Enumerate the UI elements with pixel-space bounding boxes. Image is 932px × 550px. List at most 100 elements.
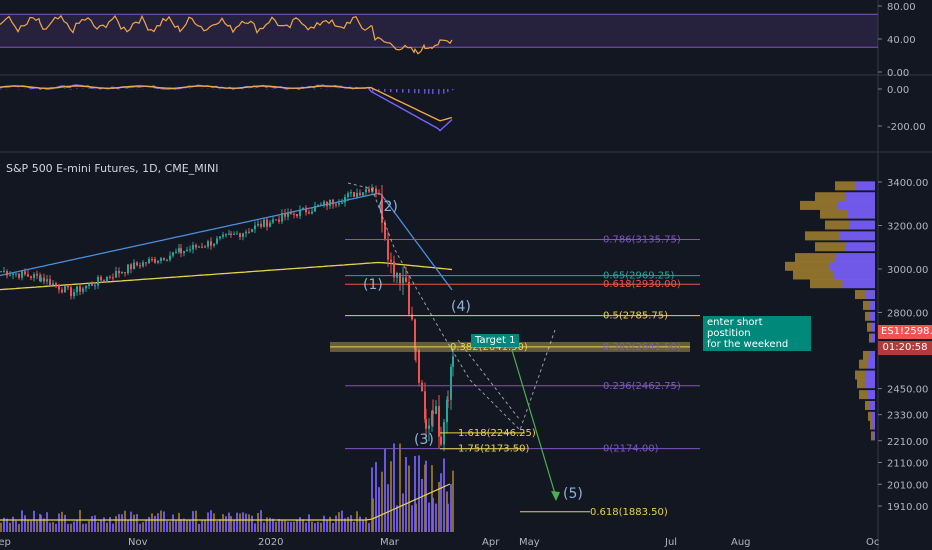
x-axis-label: Aug: [731, 537, 751, 548]
macd-histogram-bar: [30, 89, 32, 90]
candle-body: [127, 264, 129, 274]
volume-bar: [97, 522, 99, 532]
candle-body: [58, 285, 60, 290]
candle-body: [375, 188, 377, 194]
macd-histogram-bar: [378, 89, 380, 92]
candle-body: [169, 255, 171, 260]
candle-body: [387, 238, 389, 260]
candle-body: [242, 233, 244, 238]
candle-body: [281, 212, 283, 222]
candle-body: [124, 272, 126, 274]
price-tick-label: 2330.00: [887, 411, 928, 422]
volume-profile-bar: [868, 411, 872, 421]
candle-body: [446, 399, 448, 423]
sma-50-line: [0, 192, 453, 291]
candle-body: [293, 213, 295, 215]
candle-body: [139, 265, 141, 267]
volume-bar: [216, 521, 218, 532]
sma-200-line: [0, 261, 453, 291]
candle-body: [341, 202, 343, 204]
volume-bar: [178, 512, 180, 532]
macd-histogram-bar: [408, 89, 410, 93]
volume-profile-bar: [835, 253, 875, 263]
candle-body: [94, 285, 96, 287]
volume-bar: [233, 519, 235, 532]
volume-bar: [317, 521, 319, 532]
candle-body: [70, 287, 72, 297]
volume-bar: [115, 516, 117, 532]
volume-bar: [405, 456, 407, 532]
candle-body: [207, 241, 209, 247]
volume-profile-bar: [866, 379, 875, 389]
price-tick-label: 3000.00: [887, 265, 928, 276]
volume-bar: [76, 519, 78, 532]
candle-body: [166, 259, 168, 261]
candle-body: [278, 219, 280, 222]
candle-body: [3, 271, 5, 273]
volume-profile-bar: [855, 370, 865, 380]
candle-body: [109, 276, 111, 278]
volume-bar: [402, 493, 404, 532]
volume-bar: [40, 515, 42, 532]
candle-body: [82, 288, 84, 292]
volume-bar: [263, 522, 265, 532]
candle-body: [222, 234, 224, 237]
wave-label-2: (2): [378, 199, 398, 215]
volume-bar: [341, 510, 343, 532]
volume-bar: [109, 517, 111, 532]
candle-body: [73, 292, 75, 297]
short-position-note[interactable]: enter short postition for the weekend: [703, 316, 811, 351]
fib-065-label: 0.65(2969.25): [603, 271, 675, 282]
volume-bar: [213, 513, 215, 532]
volume-bar: [326, 519, 328, 532]
volume-bar: [172, 514, 174, 532]
candle-body: [12, 273, 14, 275]
volume-bar: [225, 516, 227, 532]
target-1-note[interactable]: Target 1: [471, 334, 520, 347]
volume-bar: [390, 461, 392, 532]
volume-bar: [338, 512, 340, 532]
candle-body: [344, 196, 346, 203]
volume-bar: [82, 523, 84, 532]
price-tick-label: 1910.00: [887, 502, 928, 513]
volume-profile-bar: [847, 209, 875, 219]
candle-body: [148, 259, 150, 264]
candle-body: [160, 258, 162, 261]
volume-bar: [287, 521, 289, 532]
candle-body: [189, 249, 191, 251]
volume-profile-bar: [845, 192, 875, 202]
volume-bar: [64, 514, 66, 532]
volume-bar: [46, 512, 48, 532]
volume-bar: [269, 517, 271, 532]
volume-bar: [30, 520, 32, 532]
candle-body: [145, 262, 147, 264]
macd-histogram-bar: [372, 89, 374, 92]
volume-bar: [421, 479, 423, 532]
candle-body: [402, 277, 404, 284]
candle-body: [320, 204, 322, 206]
candle-body: [198, 246, 200, 248]
candle-body: [201, 246, 203, 248]
volume-profile-bar: [834, 270, 875, 280]
macd-histogram-bar: [452, 89, 454, 91]
candle-body: [230, 233, 232, 235]
volume-bar: [290, 521, 292, 532]
volume-bar: [260, 510, 262, 532]
volume-bar: [27, 520, 29, 532]
volume-profile-bar: [825, 220, 850, 230]
volume-bar: [329, 516, 331, 532]
candle-body: [121, 272, 123, 274]
candle-body: [64, 286, 66, 293]
volume-bar: [308, 514, 310, 532]
volume-bar: [103, 517, 105, 532]
rsi-tick-label: 80.00: [887, 2, 916, 13]
candle-body: [368, 189, 370, 192]
volume-bar: [425, 460, 427, 532]
volume-profile-bar: [872, 333, 875, 343]
volume-bar: [166, 520, 168, 532]
volume-bar: [33, 510, 35, 532]
x-axis-label: 2020: [258, 537, 283, 548]
note-line-1: enter short postition: [707, 317, 763, 339]
candle-body: [353, 192, 355, 197]
